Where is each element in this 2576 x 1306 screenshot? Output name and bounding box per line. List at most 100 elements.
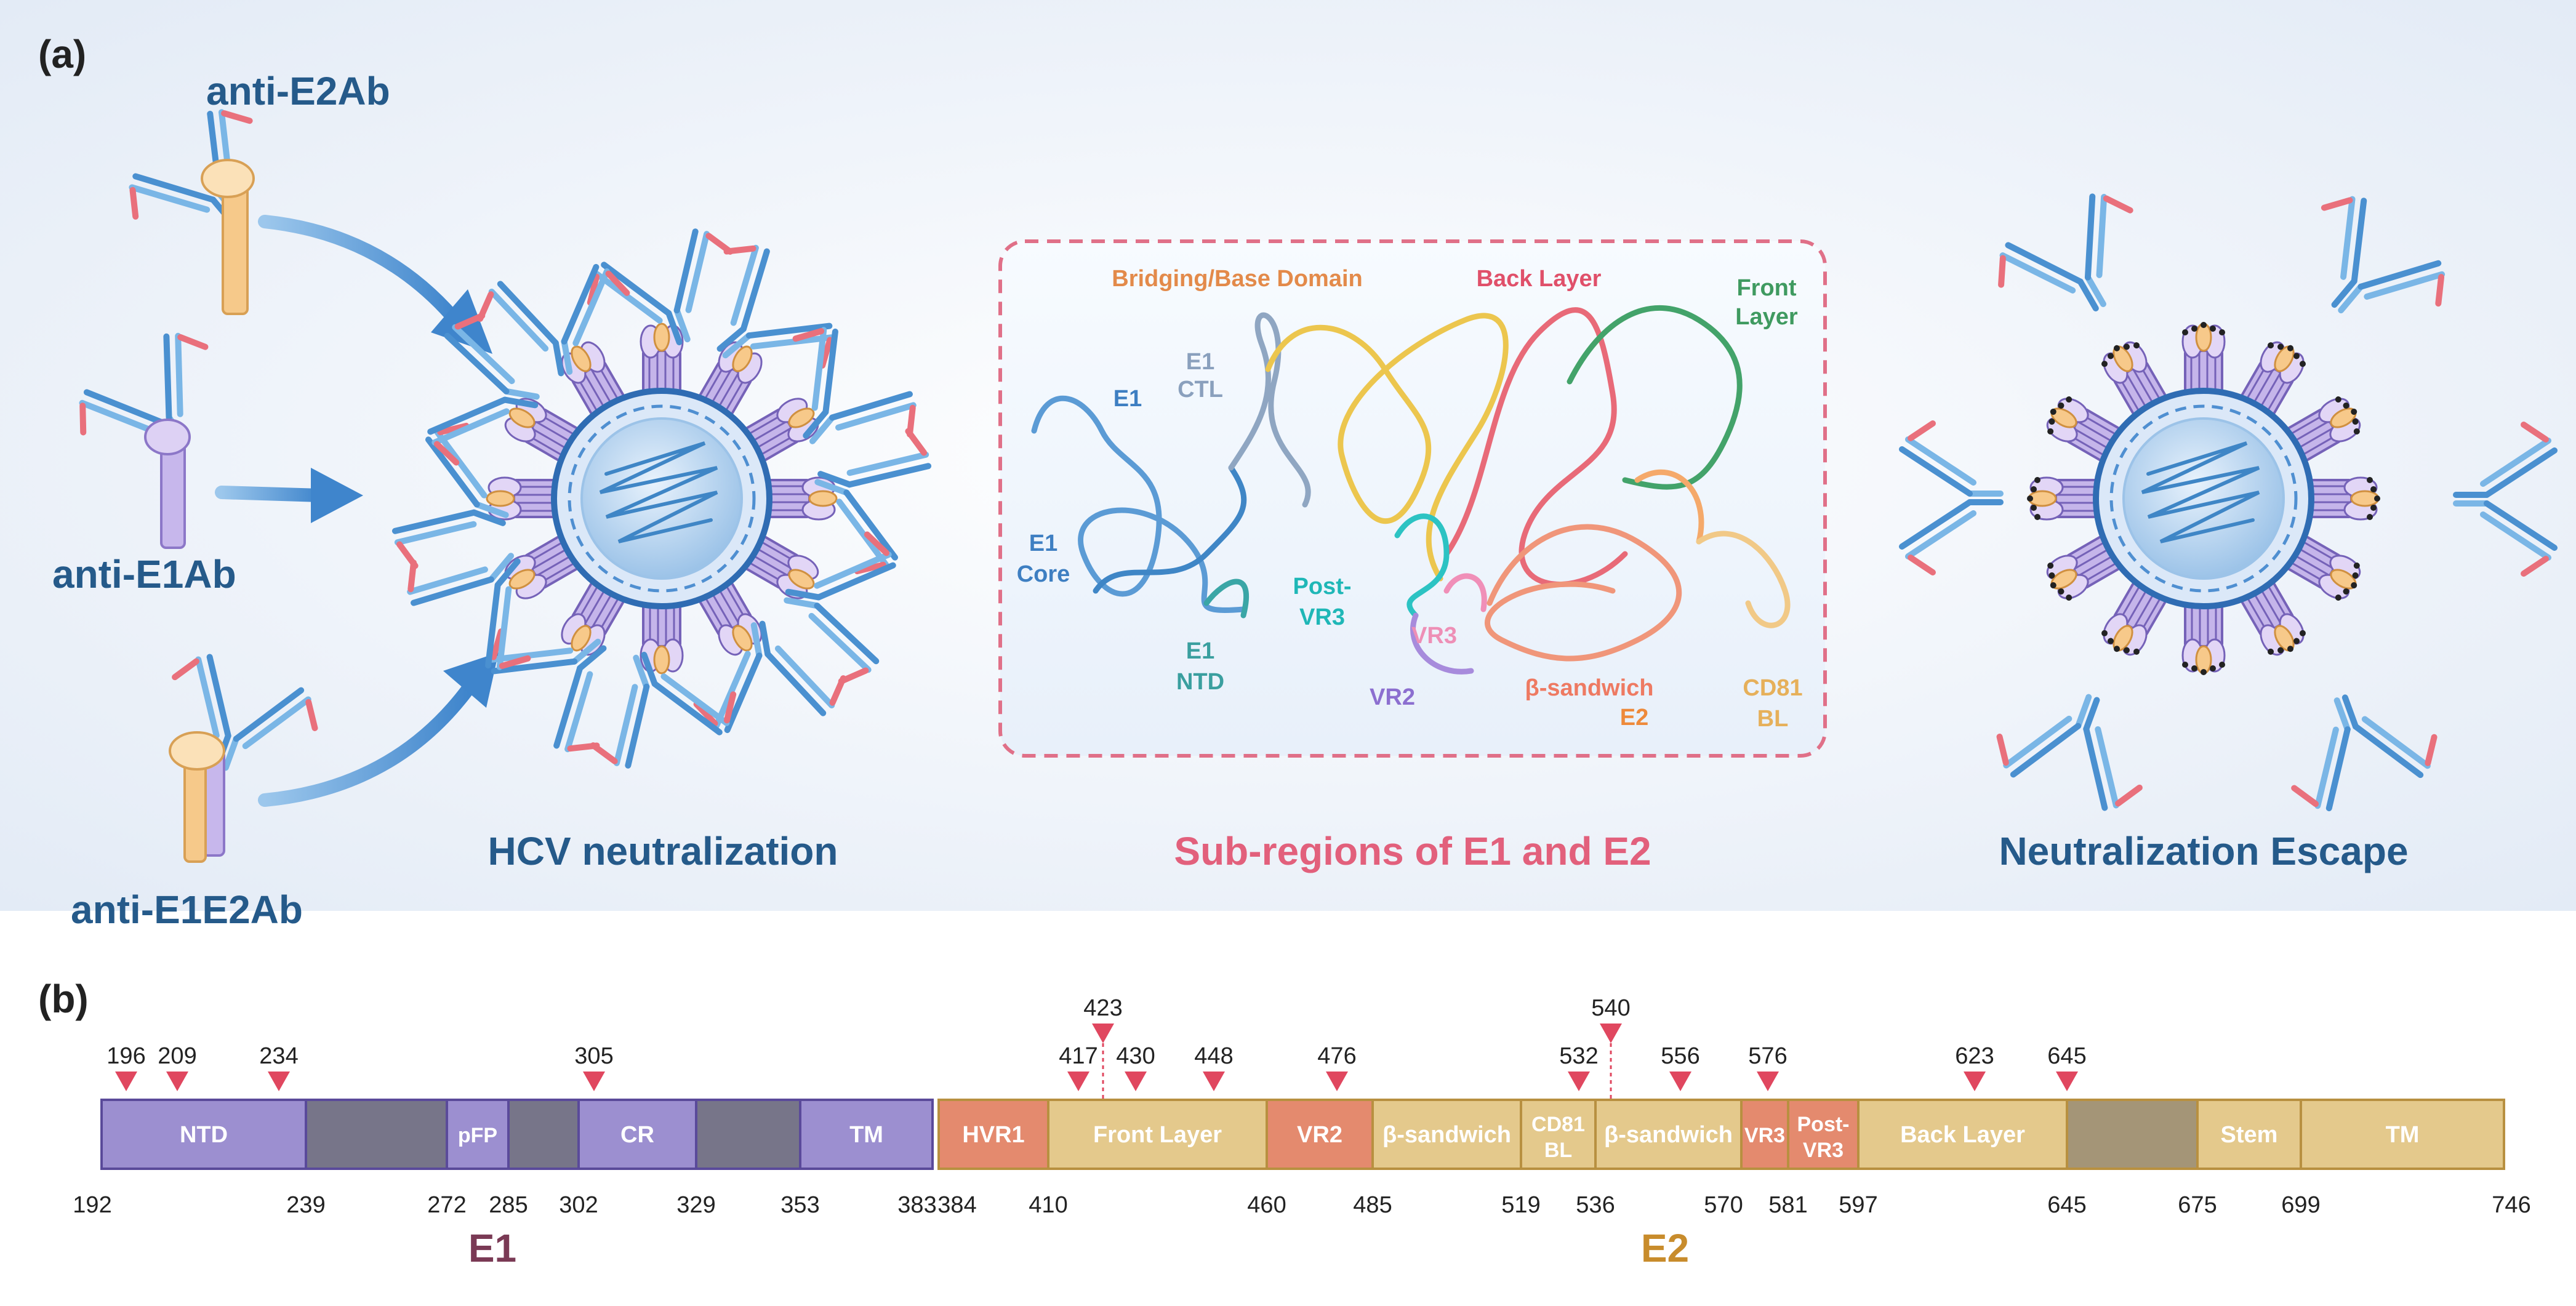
- marker-label: 209: [158, 1043, 196, 1069]
- glycosylation-site-marker: [583, 1072, 605, 1091]
- e2-ribbon: [1634, 470, 1704, 545]
- vr2-label: VR2: [1370, 684, 1415, 710]
- domain-label: TM: [2386, 1122, 2420, 1148]
- post-vr3-label-2: VR3: [1299, 604, 1345, 630]
- domain-label: Stem: [2221, 1122, 2278, 1148]
- e1-ctl-label-2: CTL: [1178, 377, 1223, 403]
- domain-label: NTD: [180, 1122, 228, 1148]
- domain-segment: [2300, 1099, 2505, 1170]
- e1-core-label-2: Core: [1017, 561, 1070, 587]
- glycosylation-site-marker: [1067, 1072, 1089, 1091]
- domain-label: Back Layer: [1900, 1122, 2025, 1148]
- envelope-spike: [580, 223, 753, 395]
- e1-ntd-ribbon: [1203, 579, 1250, 619]
- envelope-spike: [2284, 396, 2361, 463]
- post-vr3-label-1: Post-: [1293, 574, 1352, 599]
- domain-segment: [799, 1099, 934, 1170]
- glycosylation-site-marker: [166, 1072, 188, 1091]
- e2-protein-label: E2: [1641, 1226, 1689, 1270]
- domain-label: β-sandwich: [1604, 1122, 1733, 1148]
- front-layer-label-2: Layer: [1735, 304, 1798, 330]
- marker-label: 430: [1116, 1043, 1155, 1069]
- vr2-ribbon: [1410, 612, 1474, 675]
- residue-number: 699: [2281, 1192, 2320, 1218]
- residue-number: 581: [1768, 1192, 1807, 1218]
- e1-protein-label: E1: [468, 1226, 516, 1270]
- hcv-neutralization-caption: HCV neutralization: [488, 829, 838, 873]
- arrow-bottom-head: [443, 652, 499, 708]
- domain-segment: [1266, 1099, 1374, 1170]
- envelope-spike: [2307, 476, 2380, 521]
- beta-sandwich-label: β-sandwich: [1525, 675, 1654, 701]
- glycosylation-site-marker: [1203, 1072, 1225, 1091]
- nucleocapsid: [2122, 417, 2285, 580]
- domain-label: HVR1: [962, 1122, 1024, 1148]
- residue-number: 383: [897, 1192, 936, 1218]
- marker-label: 423: [1083, 995, 1122, 1021]
- domain-segment: [2066, 1099, 2199, 1170]
- residue-number: 746: [2492, 1192, 2530, 1218]
- residue-number: 410: [1029, 1192, 1067, 1218]
- residue-number: 285: [489, 1192, 528, 1218]
- domain-label: Post-: [1797, 1113, 1850, 1136]
- rna-genome: [599, 441, 718, 543]
- panel-b-label: (b): [38, 977, 89, 1021]
- domain-segment: [100, 1099, 307, 1170]
- residue-number: 536: [1576, 1192, 1615, 1218]
- e1-label: E1: [1113, 386, 1142, 412]
- arrow-middle: [215, 486, 327, 502]
- marker-label: 540: [1591, 995, 1630, 1021]
- glycosylation-site-marker: [1568, 1072, 1590, 1091]
- domain-segment: [305, 1099, 448, 1170]
- post-vr3-ribbon: [1394, 513, 1450, 619]
- residue-number: 460: [1247, 1192, 1286, 1218]
- neutralized-virion: [377, 215, 947, 782]
- vr3-ribbon: [1443, 573, 1487, 612]
- domain-segment: [577, 1099, 697, 1170]
- escape-virion: [2027, 322, 2380, 675]
- cd81-bl-label-1: CD81: [1743, 675, 1802, 701]
- arrow-middle-head: [311, 468, 363, 523]
- glycosylation-site-marker: [115, 1072, 137, 1091]
- panel-a-captions: HCV neutralization Sub-regions of E1 and…: [488, 829, 2409, 873]
- domain-label: BL: [1544, 1139, 1572, 1162]
- domain-label: VR2: [1297, 1122, 1342, 1148]
- residue-number: 272: [427, 1192, 466, 1218]
- domain-segment: [1857, 1099, 2068, 1170]
- domain-label: VR3: [1744, 1124, 1785, 1147]
- e1e2-ribbon-structure: [1031, 305, 1791, 675]
- residue-number: 675: [2178, 1192, 2217, 1218]
- envelope-spike: [765, 408, 937, 582]
- nucleocapsid: [580, 417, 743, 580]
- panel-a-label: (a): [38, 32, 86, 76]
- marker-label: 576: [1748, 1043, 1787, 1069]
- e1-ntd-label-1: E1: [1186, 638, 1214, 664]
- neutralization-escape-caption: Neutralization Escape: [1999, 829, 2408, 873]
- envelope-spike: [387, 415, 558, 589]
- glycosylation-site-marker: [1964, 1072, 1986, 1091]
- domain-label: TM: [849, 1122, 883, 1148]
- domain-label: pFP: [458, 1124, 497, 1147]
- domain-label: VR3: [1803, 1139, 1844, 1162]
- marker-label: 234: [259, 1043, 298, 1069]
- domain-segment: [1371, 1099, 1522, 1170]
- back-layer-label: Back Layer: [1477, 266, 1602, 292]
- envelope-spike: [2027, 476, 2100, 521]
- domain-segment: [1594, 1099, 1743, 1170]
- anti-e2-antibody: [116, 97, 293, 315]
- arrow-bottom: [258, 683, 475, 807]
- anti-e1e2ab-label: anti-E1E2Ab: [71, 887, 303, 932]
- residue-number: 239: [286, 1192, 325, 1218]
- domain-segment: [1047, 1099, 1268, 1170]
- anti-e2ab-label: anti-E2Ab: [206, 69, 390, 113]
- e2-structure-label: E2: [1620, 705, 1648, 731]
- e1-ribbon: [1031, 395, 1246, 614]
- residue-number: 192: [73, 1192, 111, 1218]
- domain-segment: [1520, 1099, 1597, 1170]
- envelope-spike: [2239, 579, 2306, 656]
- lipid-layer: [568, 404, 756, 593]
- subregion-labels: Bridging/Base Domain Back Layer Front La…: [1017, 266, 1803, 732]
- glycosylation-site-marker: [1757, 1072, 1779, 1091]
